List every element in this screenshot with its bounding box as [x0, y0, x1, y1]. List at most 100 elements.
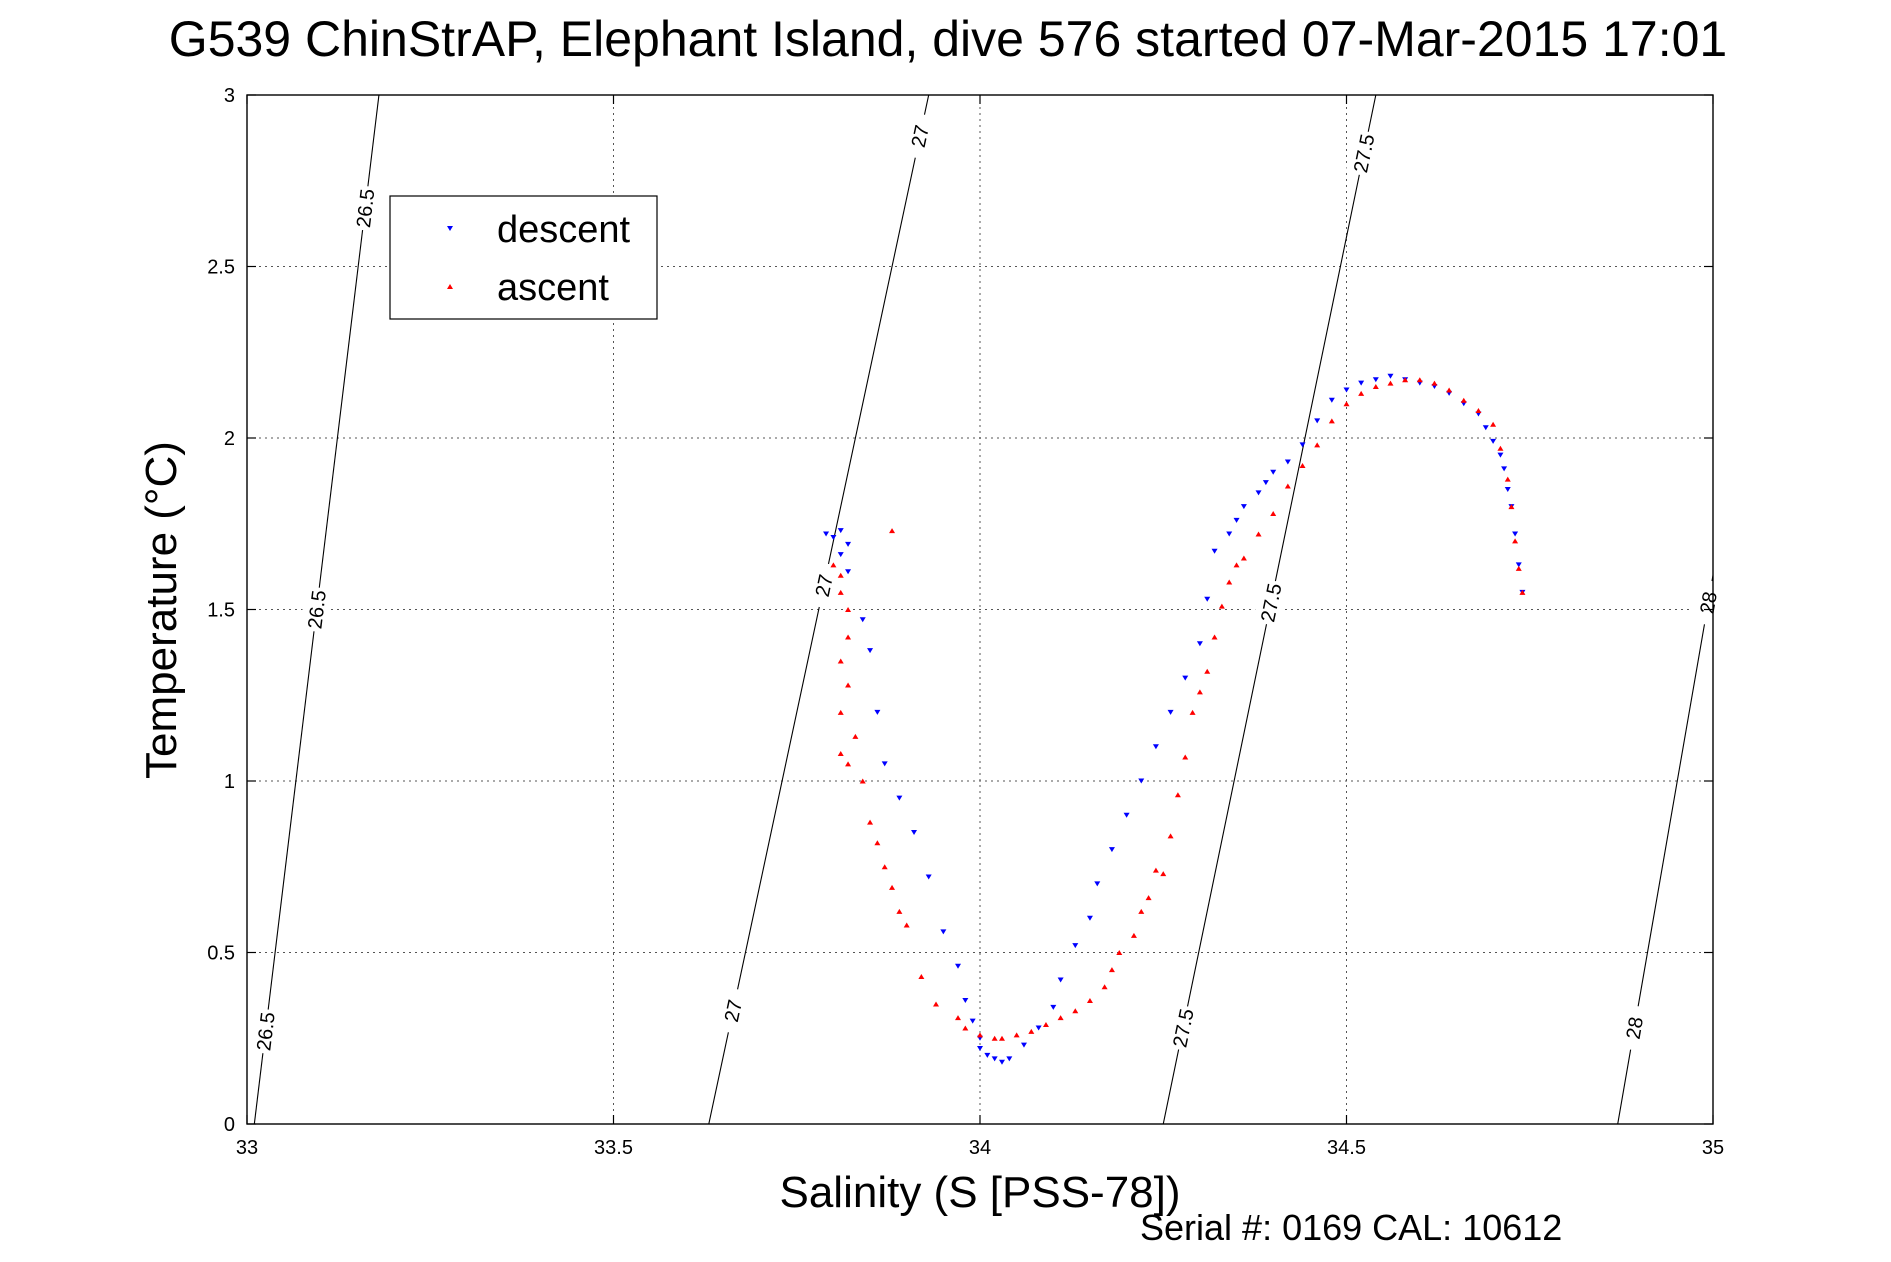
y-tick-label: 2	[224, 428, 235, 450]
ascent-point	[962, 1025, 969, 1031]
ascent-point	[1255, 531, 1262, 537]
descent-point	[1490, 438, 1497, 444]
legend-label-descent: descent	[497, 209, 631, 251]
ascent-point	[1240, 555, 1247, 561]
isopycnal-label-bg	[300, 585, 334, 634]
ascent-point	[881, 864, 888, 870]
descent-point	[1387, 373, 1394, 379]
legend-label-ascent: ascent	[497, 267, 609, 309]
descent-point	[1006, 1056, 1013, 1062]
descent-point	[1020, 1042, 1027, 1048]
ascent-point	[837, 751, 844, 757]
ascent-point	[1328, 418, 1335, 424]
x-tick-label: 34.5	[1327, 1137, 1366, 1159]
descent-point	[1152, 744, 1159, 750]
ascent-point	[1299, 462, 1306, 468]
ascent-point	[1519, 589, 1526, 595]
descent-point	[1343, 387, 1350, 393]
ascent-point	[1086, 998, 1093, 1004]
ascent-point	[1042, 1022, 1049, 1028]
isopycnal-label: 28	[1623, 1015, 1648, 1041]
ascent-point	[837, 572, 844, 578]
isopycnal-label: 26.5	[253, 1011, 280, 1052]
descent-point	[1515, 562, 1522, 568]
ascent-point	[1233, 562, 1240, 568]
descent-point	[1372, 377, 1379, 383]
ascent-point	[867, 819, 874, 825]
descent-point	[1497, 452, 1504, 458]
descent-point	[1270, 469, 1277, 475]
ascent-point	[1152, 867, 1159, 873]
ascent-point	[896, 908, 903, 914]
descent-point	[1255, 490, 1262, 496]
descent-point	[1072, 943, 1079, 949]
ascent-point	[903, 922, 910, 928]
isopycnal-line	[708, 94, 930, 1125]
ascent-point	[889, 884, 896, 890]
x-tick-label: 35	[1702, 1137, 1724, 1159]
legend-box	[389, 195, 658, 320]
isopycnal-label-bg	[1345, 128, 1382, 178]
descent-point	[998, 1059, 1005, 1065]
ascent-point	[845, 607, 852, 612]
ascent-point	[1475, 408, 1482, 414]
isopycnal-label-bg	[348, 184, 382, 232]
ascent-point	[1218, 603, 1225, 609]
axis-ticks: 33 33.5 34 34.5 35 0 0.5 1 1.5 2 2.5 3	[207, 85, 1724, 1159]
descent-point	[874, 709, 881, 715]
ascent-point	[1196, 689, 1203, 695]
descent-point	[845, 541, 852, 547]
series-ascent	[830, 377, 1526, 1041]
legend-marker-descent	[447, 226, 453, 231]
descent-point	[1138, 778, 1145, 784]
ascent-point	[874, 840, 881, 846]
ascent-point	[1314, 442, 1321, 448]
descent-point	[859, 617, 866, 623]
isopycnal-label-bg	[249, 1007, 283, 1055]
y-tick-label: 0.5	[207, 943, 235, 965]
ascent-point	[845, 761, 852, 767]
ascent-point	[918, 974, 925, 980]
descent-point	[1299, 442, 1306, 448]
ascent-point	[837, 709, 844, 715]
ascent-point	[1497, 445, 1504, 451]
descent-point	[845, 569, 852, 575]
ascent-point	[1130, 932, 1137, 938]
descent-point	[1050, 1004, 1057, 1010]
descent-point	[1204, 596, 1211, 602]
y-tick-label: 3	[224, 85, 235, 107]
isopycnal-label-bg	[1164, 1003, 1202, 1053]
isopycnal-label-bg	[714, 986, 752, 1036]
descent-point	[925, 874, 932, 880]
descent-point	[823, 531, 830, 537]
descent-point	[1211, 548, 1218, 554]
ascent-point	[1446, 387, 1453, 393]
descent-point	[830, 534, 837, 540]
y-tick-label: 1	[224, 771, 235, 793]
isopycnal-label: 27	[908, 123, 934, 149]
ascent-point	[837, 589, 844, 595]
descent-point	[1057, 977, 1064, 983]
ascent-point	[1387, 380, 1394, 386]
isopycnal-label-bg	[805, 561, 843, 610]
descent-point	[969, 1018, 976, 1024]
descent-point	[1094, 881, 1101, 887]
x-tick-label: 33	[236, 1137, 258, 1159]
ascent-point	[1101, 984, 1108, 990]
ascent-point	[1174, 792, 1181, 798]
ascent-point	[955, 1015, 962, 1021]
ascent-point	[1402, 377, 1409, 383]
descent-point	[1035, 1025, 1042, 1031]
ascent-point	[1226, 579, 1233, 585]
descent-point	[881, 761, 888, 767]
isopycnal-label-bg	[901, 111, 939, 161]
chart-title: G539 ChinStrAP, Elephant Island, dive 57…	[169, 11, 1727, 67]
ascent-point	[1013, 1032, 1020, 1038]
x-tick-label: 33.5	[594, 1137, 633, 1159]
ascent-point	[1189, 709, 1196, 715]
ascent-point	[1515, 565, 1522, 571]
descent-point	[1482, 425, 1489, 431]
ascent-point	[1508, 504, 1515, 510]
ascent-point	[837, 658, 844, 664]
